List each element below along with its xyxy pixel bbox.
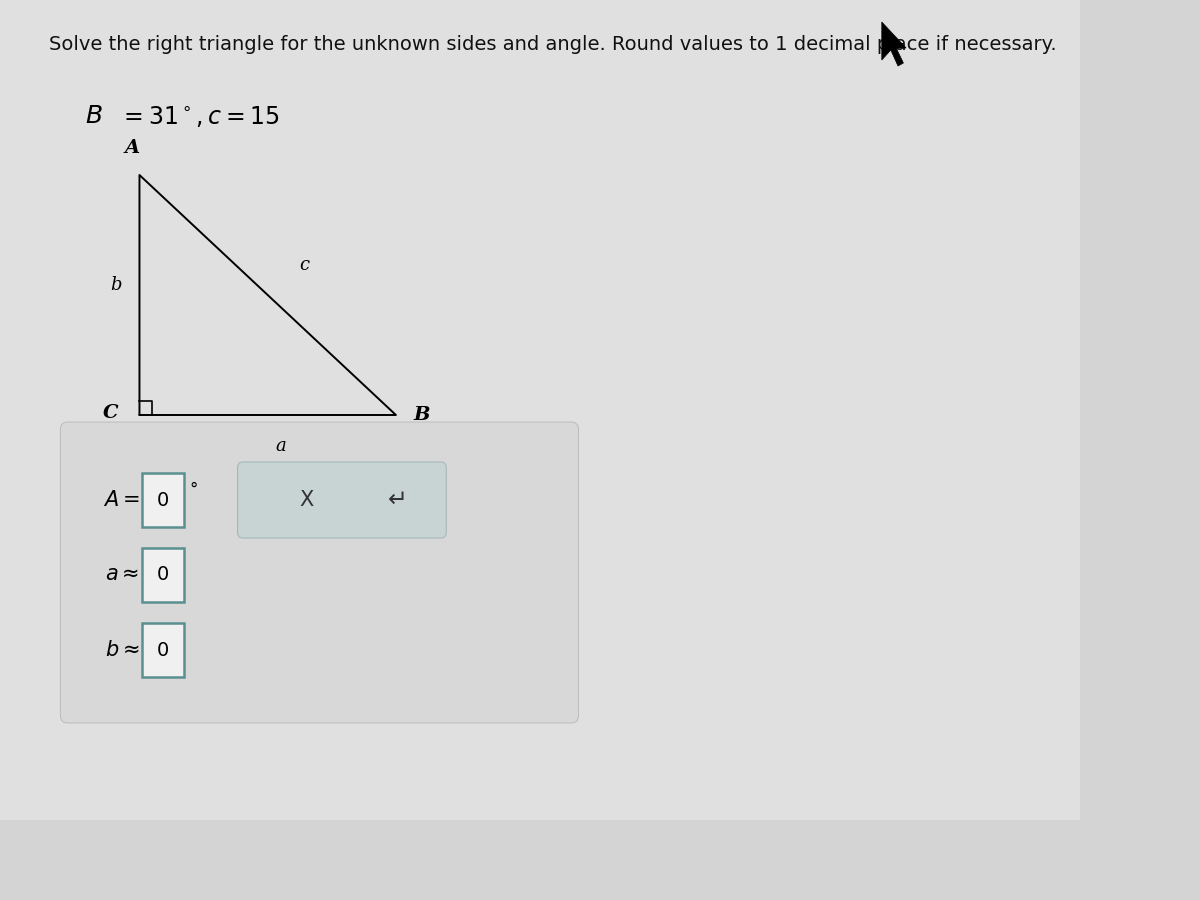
Text: A: A: [125, 139, 140, 157]
Text: $a \approx$: $a \approx$: [106, 565, 139, 584]
Polygon shape: [882, 22, 906, 66]
FancyBboxPatch shape: [142, 548, 184, 602]
Text: c: c: [299, 256, 310, 274]
Text: X: X: [299, 490, 313, 510]
Text: $B$: $B$: [85, 105, 103, 128]
Text: $A =$: $A =$: [103, 490, 139, 510]
FancyBboxPatch shape: [60, 422, 578, 723]
Text: 0: 0: [157, 565, 169, 584]
FancyBboxPatch shape: [0, 0, 1080, 820]
FancyBboxPatch shape: [142, 623, 184, 677]
Text: C: C: [102, 404, 118, 422]
FancyBboxPatch shape: [142, 473, 184, 527]
Text: 0: 0: [157, 641, 169, 660]
Text: B: B: [414, 406, 431, 424]
Text: °: °: [188, 481, 197, 499]
Text: a: a: [276, 437, 287, 455]
Text: $=31^\circ, c=15$: $=31^\circ, c=15$: [119, 105, 280, 130]
Text: $b \approx$: $b \approx$: [104, 640, 139, 660]
Text: b: b: [110, 276, 121, 294]
FancyBboxPatch shape: [238, 462, 446, 538]
Text: 0: 0: [157, 491, 169, 509]
Text: ↵: ↵: [388, 488, 407, 512]
Text: Solve the right triangle for the unknown sides and angle. Round values to 1 deci: Solve the right triangle for the unknown…: [49, 35, 1057, 54]
